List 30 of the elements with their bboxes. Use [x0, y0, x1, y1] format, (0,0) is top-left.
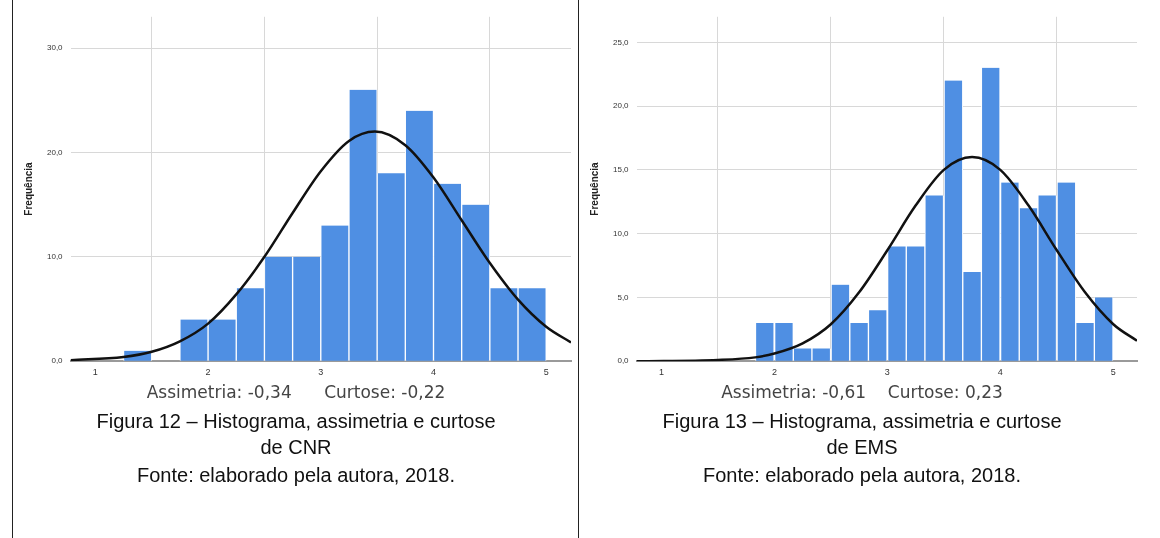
y-tick-label: 10,0: [612, 228, 630, 238]
x-tick-label: 1: [92, 367, 98, 378]
x-tick-label: 4: [430, 367, 436, 378]
source-note: Fonte: elaborado pela autora, 2018.: [702, 463, 1022, 488]
x-tick-label: 2: [771, 367, 777, 378]
y-axis-title: Frequência: [588, 161, 600, 216]
y-tick-label: 25,0: [612, 37, 630, 47]
text: Assimetria: -0,61 Curtose: 0,23: [720, 382, 1004, 402]
line-series: [70, 130, 571, 362]
x-tick-label: 1: [658, 367, 664, 378]
text: Figura 13 – Histograma, assimetria e curtose de EMS: [661, 409, 1063, 460]
x-tick-label: 2: [205, 367, 211, 378]
source-note: Fonte: elaborado pela autora, 2018.: [136, 463, 456, 488]
line-series: [636, 155, 1137, 362]
x-tick-label: 4: [997, 367, 1003, 378]
y-tick-label: 30,0: [46, 43, 64, 53]
text: Figura 12 – Histograma, assimetria e curtose de CNR: [95, 409, 497, 460]
x-tick-label: 3: [884, 367, 890, 378]
text: Assimetria: -0,34 Curtose: -0,22: [145, 382, 447, 402]
y-tick-label: 15,0: [612, 165, 630, 175]
x-tick-label: 3: [318, 367, 324, 378]
y-tick-label: 5,0: [617, 292, 630, 302]
y-tick-label: 20,0: [612, 101, 630, 111]
x-tick-label: 5: [543, 367, 549, 378]
y-tick-label: 0,0: [617, 356, 630, 366]
x-tick-label: 5: [1110, 367, 1116, 378]
y-axis-title: Frequência: [22, 161, 34, 216]
y-tick-label: 10,0: [46, 252, 64, 262]
y-tick-label: 20,0: [46, 147, 64, 157]
y-tick-label: 0,0: [51, 356, 64, 366]
